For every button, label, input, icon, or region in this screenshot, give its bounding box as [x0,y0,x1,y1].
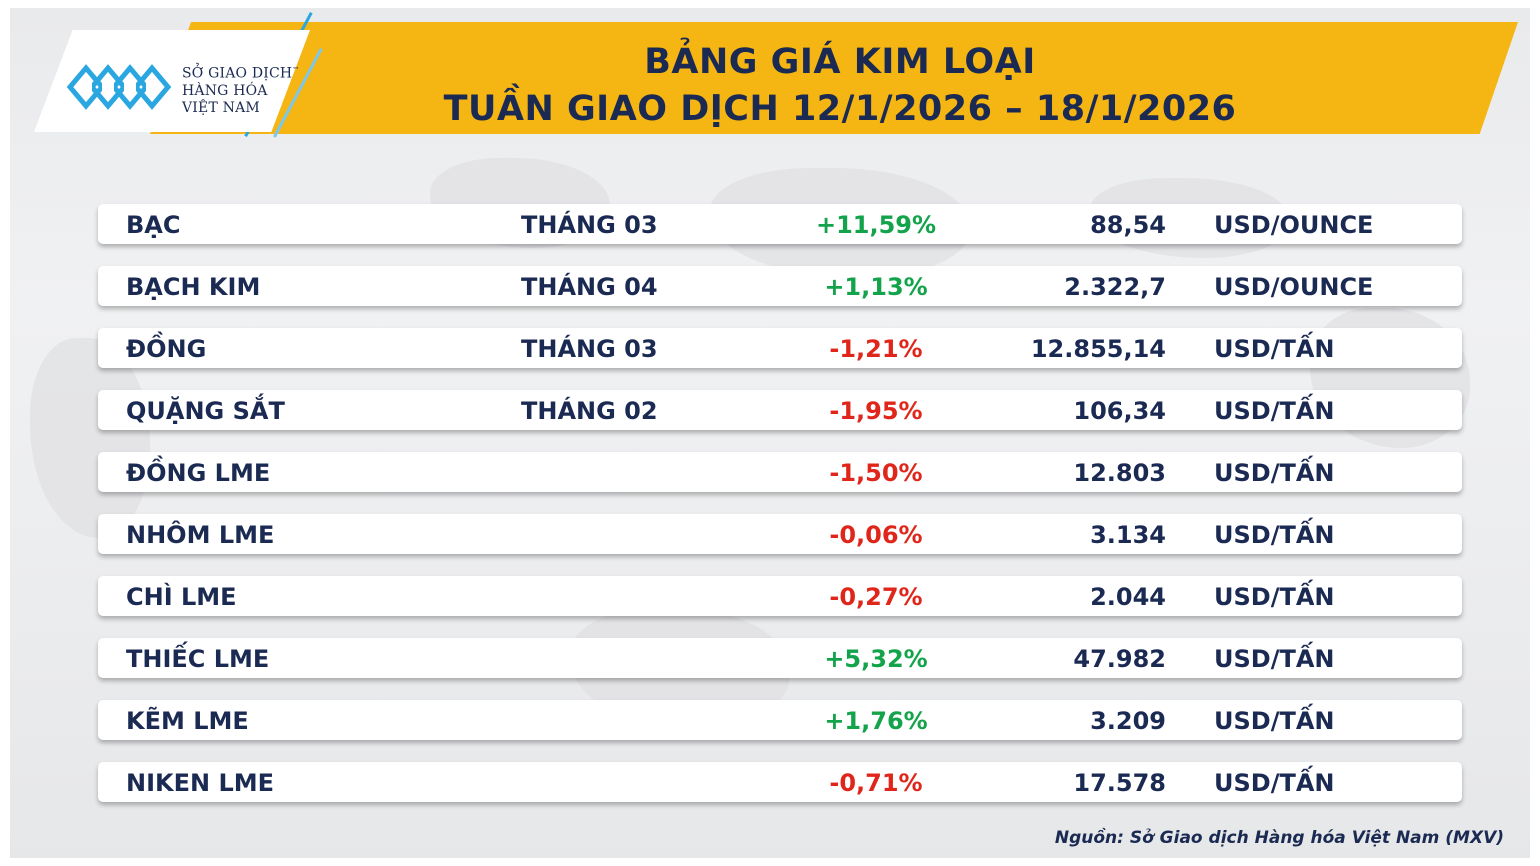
contract-month: THÁNG 03 [521,211,658,239]
header-band [150,22,1518,134]
weekly-change: -1,95% [829,397,923,425]
mxv-logo-icon [66,64,172,110]
price-unit: USD/OUNCE [1214,273,1374,301]
table-row: THIẾC LME +5,32% 47.982 USD/TẤN [98,638,1462,678]
background-shape [30,338,150,538]
contract-month: THÁNG 04 [521,273,658,301]
price-unit: USD/TẤN [1214,335,1335,363]
page-title: BẢNG GIÁ KIM LOẠI TUẦN GIAO DỊCH 12/1/20… [340,38,1340,132]
commodity-name: CHÌ LME [126,583,237,611]
price-unit: USD/OUNCE [1214,211,1374,239]
price-unit: USD/TẤN [1214,397,1335,425]
closing-price: 2.322,7 [1064,273,1166,301]
closing-price: 3.134 [1090,521,1166,549]
contract-month: THÁNG 03 [521,335,658,363]
logo-line-2: HÀNG HÓA [182,82,268,99]
table-row: ĐỒNG THÁNG 03 -1,21% 12.855,14 USD/TẤN [98,328,1462,368]
closing-price: 2.044 [1090,583,1166,611]
logo-line-1: SỞ GIAO DỊCH™ [182,65,300,82]
source-note: Nguồn: Sở Giao dịch Hàng hóa Việt Nam (M… [1054,828,1504,848]
table-row: NIKEN LME -0,71% 17.578 USD/TẤN [98,762,1462,802]
closing-price: 3.209 [1090,707,1166,735]
table-row: QUẶNG SẮT THÁNG 02 -1,95% 106,34 USD/TẤN [98,390,1462,430]
closing-price: 12.803 [1073,459,1166,487]
commodity-name: ĐỒNG [126,335,207,363]
logo-card [34,30,310,132]
table-row: KẼM LME +1,76% 3.209 USD/TẤN [98,700,1462,740]
trademark: ™ [292,66,300,74]
price-table: BẠC THÁNG 03 +11,59% 88,54 USD/OUNCE BẠCH KIM… [98,204,1462,824]
table-row: ĐỒNG LME -1,50% 12.803 USD/TẤN [98,452,1462,492]
title-line-1: BẢNG GIÁ KIM LOẠI [644,42,1036,82]
weekly-change: +1,13% [824,273,928,301]
weekly-change: -0,06% [829,521,923,549]
closing-price: 17.578 [1073,769,1166,797]
weekly-change: +5,32% [824,645,928,673]
closing-price: 12.855,14 [1030,335,1166,363]
commodity-name: BẠCH KIM [126,273,261,301]
table-row: NHÔM LME -0,06% 3.134 USD/TẤN [98,514,1462,554]
commodity-name: QUẶNG SẮT [126,397,285,425]
price-unit: USD/TẤN [1214,645,1335,673]
price-unit: USD/TẤN [1214,521,1335,549]
weekly-change: -1,50% [829,459,923,487]
price-unit: USD/TẤN [1214,707,1335,735]
weekly-change: -0,71% [829,769,923,797]
commodity-name: NHÔM LME [126,521,275,549]
table-row: CHÌ LME -0,27% 2.044 USD/TẤN [98,576,1462,616]
closing-price: 88,54 [1090,211,1166,239]
closing-price: 106,34 [1073,397,1166,425]
commodity-name: THIẾC LME [126,645,270,673]
price-unit: USD/TẤN [1214,583,1335,611]
weekly-change: +11,59% [815,211,937,239]
contract-month: THÁNG 02 [521,397,658,425]
weekly-change: +1,76% [824,707,928,735]
title-line-2: TUẦN GIAO DỊCH 12/1/2026 – 18/1/2026 [443,89,1237,129]
logo-line-3: VIỆT NAM [182,99,260,116]
commodity-name: NIKEN LME [126,769,275,797]
table-row: BẠCH KIM THÁNG 04 +1,13% 2.322,7 USD/OUNCE [98,266,1462,306]
commodity-name: KẼM LME [126,707,249,735]
closing-price: 47.982 [1073,645,1166,673]
logo-text: SỞ GIAO DỊCH™ HÀNG HÓA VIỆT NAM [182,62,300,117]
commodity-name: ĐỒNG LME [126,459,271,487]
price-unit: USD/TẤN [1214,459,1335,487]
table-row: BẠC THÁNG 03 +11,59% 88,54 USD/OUNCE [98,204,1462,244]
price-unit: USD/TẤN [1214,769,1335,797]
infographic-canvas: SỞ GIAO DỊCH™ HÀNG HÓA VIỆT NAM BẢNG GIÁ… [10,8,1530,858]
weekly-change: -1,21% [829,335,923,363]
weekly-change: -0,27% [829,583,923,611]
commodity-name: BẠC [126,211,181,239]
